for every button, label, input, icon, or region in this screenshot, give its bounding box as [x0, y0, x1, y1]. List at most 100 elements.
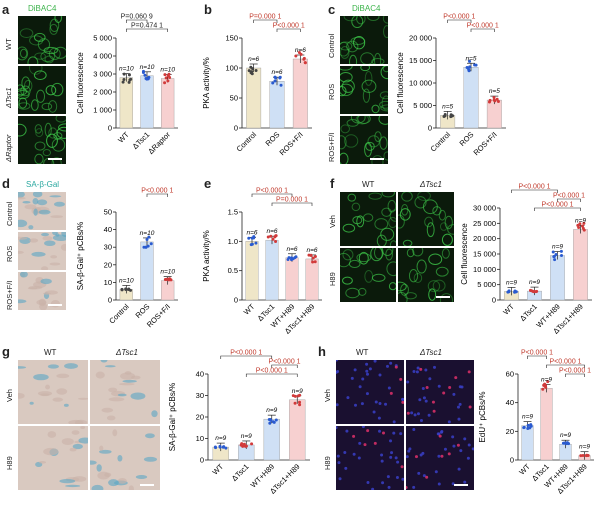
cell-mark [41, 102, 53, 111]
comparison-bracket [534, 207, 581, 211]
cell-mark [29, 238, 39, 243]
data-point [141, 70, 145, 74]
cell-mark [18, 366, 27, 369]
micrograph-c-control [340, 16, 388, 64]
category-label: ROS+F/I [472, 130, 499, 157]
micrograph-g-tsc1-h89 [90, 426, 160, 490]
cell-mark [380, 459, 384, 463]
cell-mark [343, 451, 347, 455]
cell-mark [51, 138, 66, 152]
data-point [551, 250, 555, 254]
cell-mark [371, 57, 385, 64]
cell-mark [350, 36, 366, 46]
data-point [291, 257, 295, 261]
cell-mark [457, 417, 461, 421]
cell-mark [438, 434, 442, 438]
data-point [467, 67, 471, 71]
cell-mark [380, 104, 388, 112]
cell-mark [33, 373, 49, 381]
category-label: Control [429, 130, 453, 154]
data-point [241, 444, 245, 448]
data-point [544, 385, 548, 389]
y-tick-label: 0 [108, 296, 112, 305]
chart-h: EdU⁺ pCBs/%0204060n=9WTn=9ΔTsc1n=9WT+H89… [478, 350, 594, 496]
cell-mark [52, 232, 58, 236]
cell-mark [350, 376, 354, 380]
cell-mark [399, 208, 411, 221]
cell-mark [422, 396, 426, 400]
cell-mark [383, 25, 388, 39]
cell-mark [91, 484, 104, 490]
cell-mark [424, 399, 428, 403]
comparison-bracket [557, 198, 581, 202]
cell-mark [65, 484, 81, 488]
cell-mark [90, 460, 97, 465]
p-value-label: P<0.000 1 [256, 188, 288, 195]
cell-mark [427, 413, 431, 417]
cell-mark [368, 192, 382, 200]
bar [140, 241, 154, 301]
cell-mark [467, 443, 471, 447]
y-tick-label: 40 [104, 225, 112, 234]
cell-mark [342, 249, 354, 261]
data-point [121, 80, 125, 84]
n-label: n=6 [271, 69, 282, 76]
cell-mark [389, 439, 393, 443]
cell-mark [352, 452, 356, 456]
cell-mark [394, 456, 398, 460]
y-tick-label: 20 [506, 427, 514, 436]
cell-mark [41, 232, 49, 237]
panel-label-d: d [2, 176, 10, 191]
cell-mark [374, 131, 382, 143]
row-label-c-3: ROS+F/I [327, 132, 336, 162]
data-point [247, 69, 251, 73]
y-tick-label: 50 [230, 94, 238, 103]
cell-mark [407, 449, 411, 453]
cell-mark [412, 369, 416, 373]
data-point [579, 454, 583, 458]
cell-mark [106, 415, 116, 421]
comparison-bracket [511, 189, 558, 193]
n-label: n=9 [575, 217, 586, 224]
n-label: n=10 [119, 277, 134, 284]
comparison-bracket [276, 28, 301, 32]
stain-label-d: SA-β-Gal [26, 180, 60, 189]
cell-mark [34, 124, 43, 134]
cell-mark [340, 72, 353, 83]
cell-mark [448, 385, 452, 389]
cell-mark [72, 476, 87, 482]
cell-mark [357, 116, 371, 125]
n-label: n=10 [140, 64, 155, 71]
data-point [272, 420, 276, 424]
cell-mark [29, 35, 44, 46]
cell-mark [428, 253, 443, 266]
cell-mark [364, 269, 374, 283]
cell-mark [34, 153, 44, 164]
cell-mark [347, 193, 357, 202]
cell-mark [437, 482, 441, 486]
data-point [298, 400, 302, 404]
micrograph-h-tsc1-veh [406, 360, 474, 424]
data-point [213, 445, 217, 449]
data-point [496, 99, 500, 103]
data-point [120, 287, 124, 291]
cell-mark [340, 46, 350, 59]
cell-mark [406, 455, 409, 459]
cell-mark [406, 248, 415, 258]
data-point [127, 73, 131, 77]
cell-mark [380, 227, 395, 241]
y-tick-label: 0 [108, 124, 112, 133]
data-point [122, 72, 126, 76]
cell-mark [22, 201, 31, 204]
chart-e: PKA activity/%00.51.01.5n=6WTn=6ΔTsc1n=6… [202, 188, 322, 336]
cell-mark [28, 225, 34, 230]
n-label: n=6 [295, 47, 306, 54]
n-label: n=10 [140, 230, 155, 237]
cell-mark [442, 391, 446, 395]
cell-mark [451, 435, 455, 439]
data-point [249, 243, 253, 247]
cell-mark [44, 122, 52, 138]
cell-mark [387, 199, 396, 213]
data-point [250, 72, 254, 76]
cell-mark [18, 299, 27, 304]
